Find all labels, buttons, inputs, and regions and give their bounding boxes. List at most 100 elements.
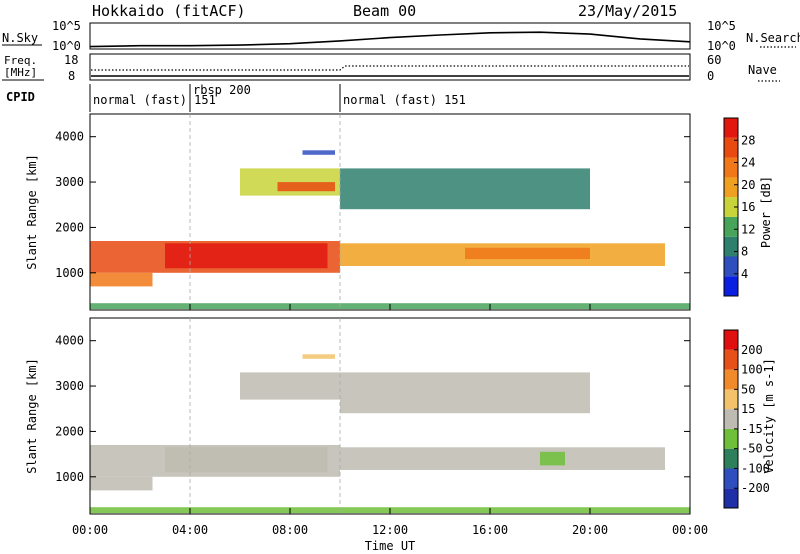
xtick-label-2: 08:00 [272,523,308,537]
colorbar-tick-label-5: -50 [741,442,763,456]
colorbar-tick-label-4: -15 [741,422,763,436]
xtick-label-6: 00:00 [672,523,708,537]
power-panel-frame [89,113,691,311]
data-region-1 [165,447,328,473]
power-colorbar: 28 24 20 16 12 8 4 [723,117,755,297]
colorbar-swatch-6 [724,369,738,390]
nave-tick-low: 0 [707,69,714,83]
ytick-label-3000: 3000 [55,175,84,189]
nsearch-tick-high: 10^5 [707,19,736,33]
colorbar-tick-label-6: 4 [741,267,748,281]
title: Hokkaido (fitACF) [92,2,246,20]
ytick-label-4000: 4000 [55,130,84,144]
velocity-yaxis: 1000 2000 3000 4000 [55,334,690,484]
data-region-5 [240,168,340,196]
nsky-series [89,31,691,48]
colorbar-swatch-5 [724,389,738,410]
data-region-2 [90,272,153,287]
nsky-label: N.Sky [2,31,38,45]
nsearch-label: N.Search [746,31,800,45]
power-yaxis: 1000 2000 3000 4000 [55,130,690,280]
xaxis-label: Time UT [365,539,416,553]
ytick-label-2000: 2000 [55,424,84,438]
colorbar-frame [723,329,739,509]
data-region-2 [90,476,153,491]
velocity-colorbar: 200 100 50 15 -15 -50 -100 -200 [723,329,770,509]
freq-tick-high: 18 [64,53,78,67]
colorbar-swatch-4 [724,197,738,217]
colorbar-swatch-4 [724,409,738,429]
data-region-4 [540,451,565,466]
colorbar-tick-label-2: 50 [741,382,755,396]
data-region-6 [340,372,590,414]
colorbar-swatch-3 [724,216,738,237]
colorbar-swatch-8 [724,118,738,138]
ytick-label-4000: 4000 [55,334,84,348]
colorbar-tick-label-3: 15 [741,402,755,416]
colorbar-swatch-5 [724,177,738,198]
beam-label: Beam 00 [353,2,416,20]
colorbar-swatch-1 [724,468,738,489]
colorbar-swatch-7 [724,137,738,158]
nave-tick-high: 60 [707,53,721,67]
colorbar-tick-label-2: 20 [741,178,755,192]
cpid-segment-2: rbsp 200 [193,83,251,97]
colorbar-swatch-1 [724,256,738,277]
data-region-8 [302,150,335,155]
ytick-label-3000: 3000 [55,379,84,393]
nsky-line [89,31,691,48]
nave-label: Nave [748,63,777,77]
data-region-5 [240,372,340,400]
xtick-label-5: 20:00 [572,523,608,537]
colorbar-swatch-2 [724,448,738,469]
power-ylabel: Slant Range [km] [25,154,39,270]
velocity-panel-frame [89,317,691,515]
ytick-label-1000: 1000 [55,470,84,484]
colorbar-swatch-6 [724,157,738,178]
colorbar-tick-label-6: -100 [741,461,770,475]
colorbar-tick-label-1: 100 [741,363,763,377]
freq-panel [89,53,691,81]
nave-line [91,65,689,71]
colorbar-swatch-8 [724,330,738,350]
data-region-6 [277,182,335,192]
colorbar-swatch-7 [724,349,738,370]
nsky-tick-low: 10^0 [52,39,81,53]
freq-label-line1: Freq. [4,54,37,67]
colorbar-swatch-2 [724,236,738,257]
ytick-label-1000: 1000 [55,266,84,280]
nsky-tick-high: 10^5 [52,19,81,33]
colorbar-swatch-3 [724,428,738,449]
colorbar-tick-label-1: 24 [741,156,755,170]
colorbar-tick-label-3: 16 [741,200,755,214]
velocity-colorbar-label: Velocity [m s-1] [762,358,776,474]
ytick-label-2000: 2000 [55,220,84,234]
freq-tick-low: 8 [68,69,75,83]
colorbar-tick-label-0: 28 [741,133,755,147]
cpid-segment-1: normal (fast) 151 [93,93,216,107]
data-region-1 [165,243,328,269]
xtick-label-4: 16:00 [472,523,508,537]
colorbar-swatch-0 [724,276,738,296]
cpid-segment-3: normal (fast) 151 [343,93,466,107]
data-region-4 [465,247,590,260]
colorbar-tick-label-7: -200 [741,481,770,495]
nsky-panel [89,22,691,50]
xtick-label-0: 00:00 [72,523,108,537]
velocity-heatmap [90,354,690,514]
colorbar-tick-label-5: 8 [741,245,748,259]
colorbar-tick-label-4: 12 [741,222,755,236]
power-colorbar-label: Power [dB] [759,176,773,248]
freq-label-line2: [MHz] [4,66,37,79]
data-region-7 [340,168,590,210]
xtick-label-1: 04:00 [172,523,208,537]
time-axis: 00:00 04:00 08:00 12:00 16:00 20:00 00:00 [72,304,708,537]
date-label: 23/May/2015 [578,2,677,20]
velocity-ylabel: Slant Range [km] [25,358,39,474]
data-region-7 [302,354,335,359]
power-heatmap [90,150,690,310]
cpid-label: CPID [6,90,35,104]
colorbar-swatch-0 [724,488,738,508]
xtick-label-3: 12:00 [372,523,408,537]
